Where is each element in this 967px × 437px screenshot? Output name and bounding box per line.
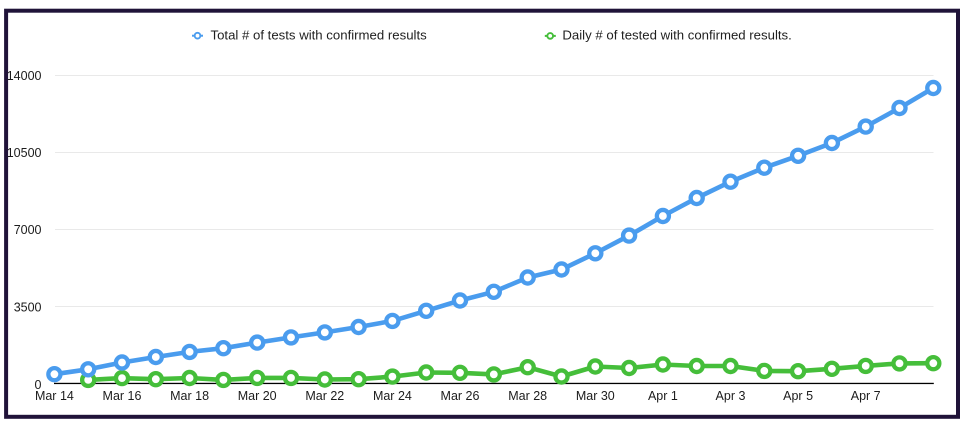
svg-text:3500: 3500 [14,300,42,314]
svg-text:Total # of tests with confirme: Total # of tests with confirmed results [211,28,428,43]
svg-text:Mar 26: Mar 26 [441,389,480,403]
svg-text:Mar 24: Mar 24 [373,389,412,403]
svg-text:0: 0 [35,378,42,392]
svg-text:Mar 16: Mar 16 [103,389,142,403]
svg-text:7000: 7000 [14,223,42,237]
svg-text:Daily # of tested with confirm: Daily # of tested with confirmed results… [562,28,791,43]
svg-text:Mar 20: Mar 20 [238,389,277,403]
svg-text:14000: 14000 [7,69,42,83]
svg-text:Apr 3: Apr 3 [716,389,746,403]
svg-text:Mar 30: Mar 30 [576,389,615,403]
svg-text:Apr 7: Apr 7 [851,389,881,403]
svg-text:Mar 18: Mar 18 [170,389,209,403]
svg-text:Mar 22: Mar 22 [305,389,344,403]
svg-text:Mar 28: Mar 28 [508,389,547,403]
svg-text:Apr 1: Apr 1 [648,389,678,403]
svg-text:10500: 10500 [7,146,42,160]
svg-text:Apr 5: Apr 5 [783,389,813,403]
svg-text:Mar 14: Mar 14 [35,389,74,403]
